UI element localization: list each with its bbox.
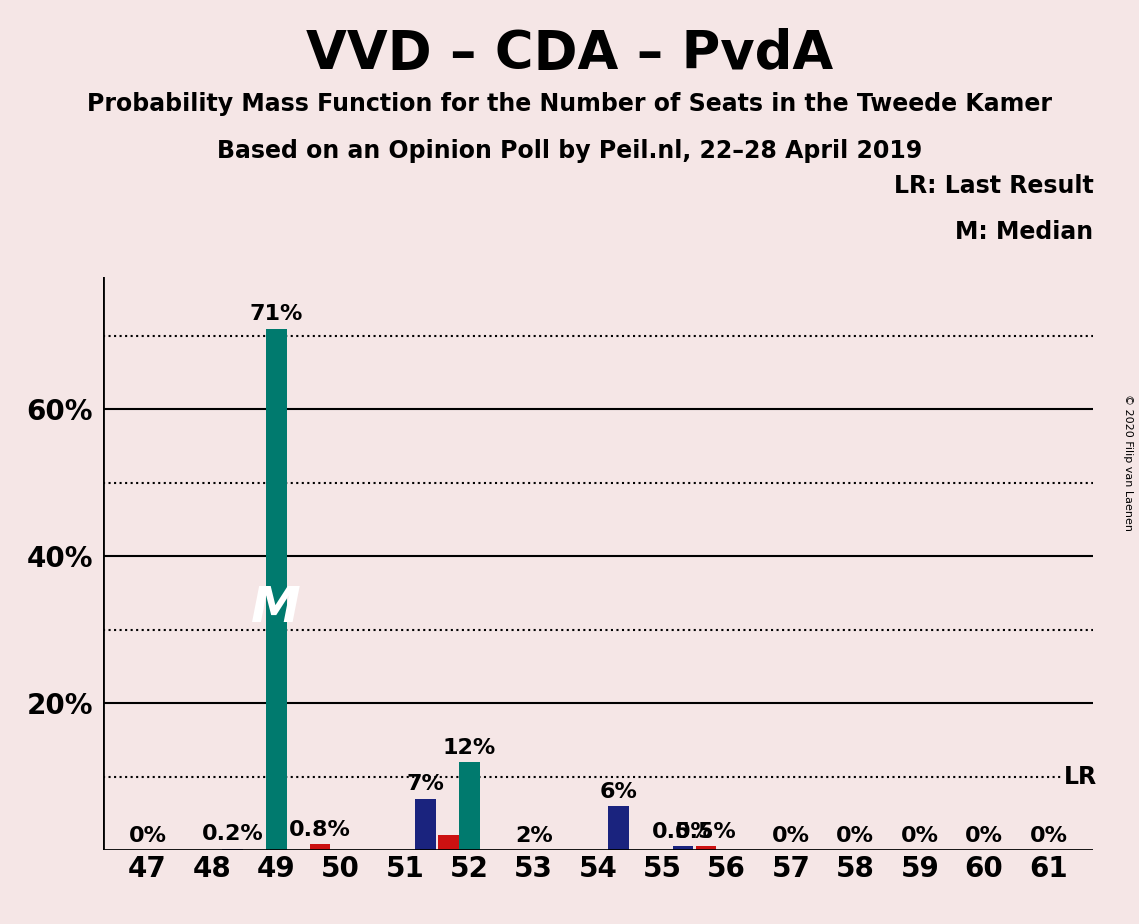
- Bar: [673, 846, 694, 850]
- Bar: [439, 835, 459, 850]
- Text: 0%: 0%: [1030, 826, 1067, 845]
- Text: 0.5%: 0.5%: [675, 822, 737, 842]
- Text: VVD – CDA – PvdA: VVD – CDA – PvdA: [306, 28, 833, 79]
- Bar: [416, 798, 436, 850]
- Text: M: M: [252, 584, 301, 632]
- Bar: [608, 806, 629, 850]
- Text: 0%: 0%: [129, 826, 166, 845]
- Bar: [310, 845, 330, 850]
- Bar: [222, 848, 243, 850]
- Bar: [459, 762, 480, 850]
- Text: 7%: 7%: [407, 774, 444, 795]
- Text: 0.2%: 0.2%: [202, 824, 263, 845]
- Text: © 2020 Filip van Laenen: © 2020 Filip van Laenen: [1123, 394, 1133, 530]
- Text: Probability Mass Function for the Number of Seats in the Tweede Kamer: Probability Mass Function for the Number…: [87, 92, 1052, 116]
- Text: 0.5%: 0.5%: [652, 822, 714, 842]
- Bar: [696, 846, 716, 850]
- Text: 6%: 6%: [599, 782, 638, 802]
- Text: 0.8%: 0.8%: [289, 820, 351, 840]
- Text: 0%: 0%: [901, 826, 939, 845]
- Text: M: Median: M: Median: [956, 220, 1093, 244]
- Text: 0%: 0%: [836, 826, 875, 845]
- Bar: [265, 329, 287, 850]
- Text: Based on an Opinion Poll by Peil.nl, 22–28 April 2019: Based on an Opinion Poll by Peil.nl, 22–…: [216, 139, 923, 163]
- Text: LR: LR: [1064, 765, 1097, 788]
- Text: 2%: 2%: [515, 826, 552, 845]
- Text: 0%: 0%: [772, 826, 810, 845]
- Text: 12%: 12%: [443, 737, 495, 758]
- Text: 0%: 0%: [965, 826, 1003, 845]
- Text: LR: Last Result: LR: Last Result: [894, 174, 1093, 198]
- Text: 71%: 71%: [249, 304, 303, 324]
